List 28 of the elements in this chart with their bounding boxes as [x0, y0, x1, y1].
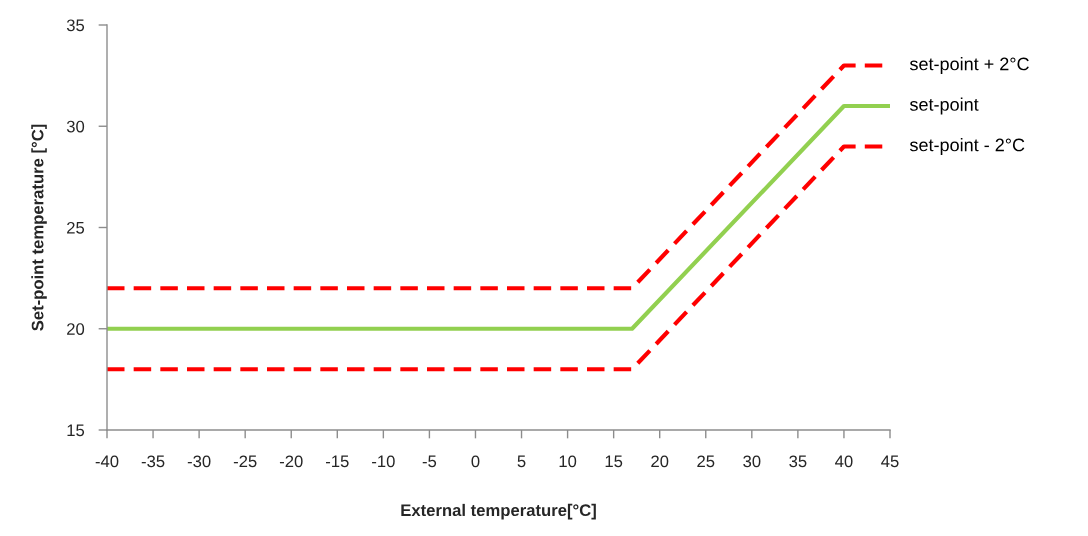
y-tick-label: 15: [67, 424, 85, 437]
x-tick-label: 30: [743, 455, 761, 468]
x-tick-label: -25: [233, 455, 257, 468]
x-tick-label: 15: [605, 455, 623, 468]
x-tick-label: 45: [881, 455, 899, 468]
x-tick-label: -5: [422, 455, 437, 468]
x-tick-label: 20: [651, 455, 669, 468]
x-tick-label: 5: [517, 455, 526, 468]
y-tick-label: 30: [66, 120, 85, 133]
y-tick-label: 20: [67, 323, 85, 335]
x-tick-label: 25: [697, 455, 715, 468]
x-tick-label: -10: [372, 455, 395, 468]
x-tick-label: -35: [141, 455, 165, 468]
x-tick-label: 40: [835, 455, 853, 468]
y-axis-title: Set-point temperature [°C]: [31, 124, 47, 331]
x-axis-title: External temperature[°C]: [401, 503, 596, 520]
x-tick-label: -15: [325, 455, 349, 468]
y-tick-label: 35: [66, 19, 85, 32]
x-tick-label: 0: [471, 455, 480, 468]
series-label: set-point - 2°C: [909, 138, 1025, 155]
x-tick-label: 35: [789, 455, 807, 468]
x-tick-label: -40: [95, 455, 119, 468]
y-tick-label: 25: [67, 221, 85, 234]
x-tick-label: -20: [279, 455, 303, 468]
series-label: set-point: [909, 97, 979, 115]
x-tick-label: -30: [187, 455, 211, 468]
series-label: set-point + 2°C: [909, 57, 1029, 74]
x-tick-label: 10: [559, 455, 577, 468]
